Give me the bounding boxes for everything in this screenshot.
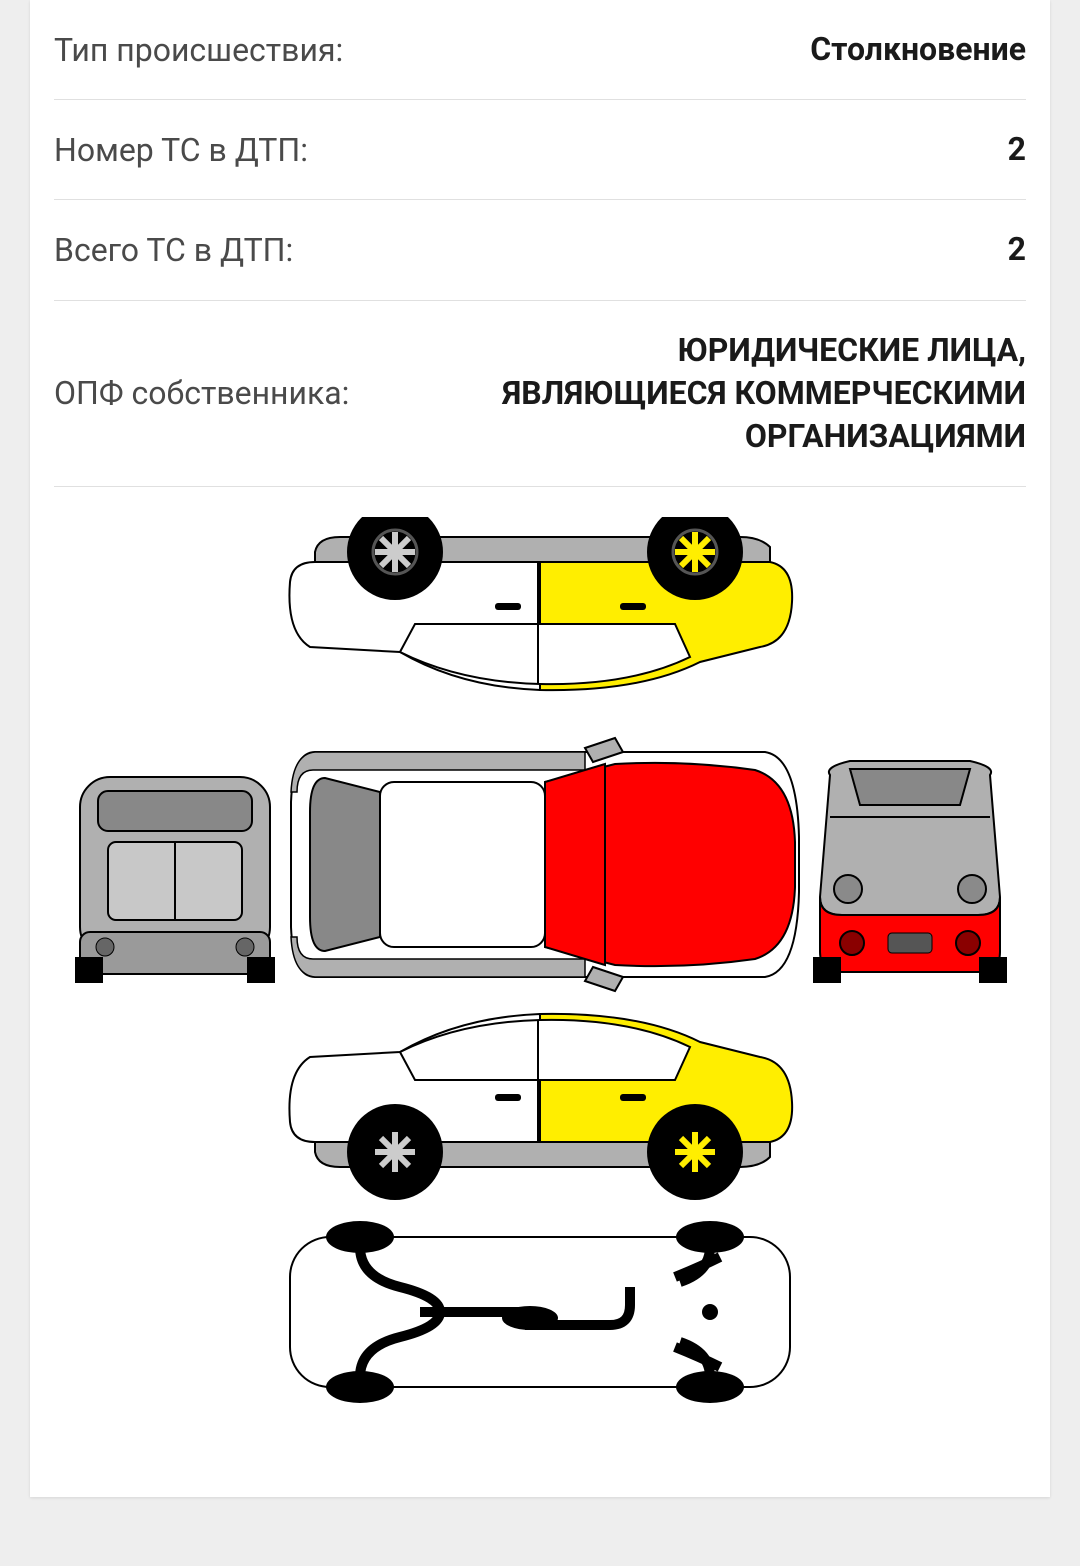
row-vehicle-total: Всего ТС в ДТП: 2 [54, 200, 1026, 300]
row-incident-type: Тип происшествия: Столкновение [54, 0, 1026, 100]
label-vehicle-number: Номер ТС в ДТП: [54, 131, 308, 169]
row-vehicle-number: Номер ТС в ДТП: 2 [54, 100, 1026, 200]
view-rear [75, 777, 275, 983]
view-undercarriage [290, 1221, 790, 1403]
label-owner-form: ОПФ собственника: [54, 374, 349, 412]
view-driver-side [289, 517, 792, 690]
label-vehicle-total: Всего ТС в ДТП: [54, 231, 293, 269]
label-incident-type: Тип происшествия: [54, 31, 343, 69]
accident-info-card: Тип происшествия: Столкновение Номер ТС … [30, 0, 1050, 1497]
damage-diagram-container [30, 487, 1050, 1497]
value-incident-type: Столкновение [810, 28, 1026, 71]
view-top [291, 738, 799, 991]
view-passenger-side [289, 1014, 792, 1200]
vehicle-damage-diagram [70, 517, 1010, 1437]
value-owner-form: ЮРИДИЧЕСКИЕ ЛИЦА, ЯВЛЯЮЩИЕСЯ КОММЕРЧЕСКИ… [462, 329, 1026, 459]
value-vehicle-number: 2 [1008, 128, 1026, 171]
row-owner-form: ОПФ собственника: ЮРИДИЧЕСКИЕ ЛИЦА, ЯВЛЯ… [54, 301, 1026, 488]
value-vehicle-total: 2 [1008, 228, 1026, 271]
view-front [813, 761, 1007, 983]
